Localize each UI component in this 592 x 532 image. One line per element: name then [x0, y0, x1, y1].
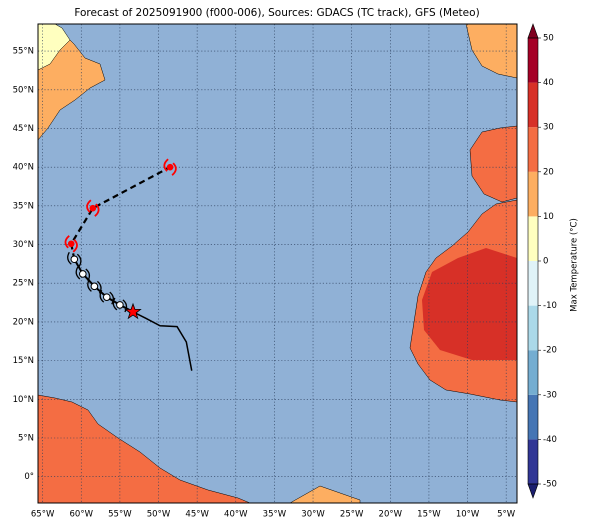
colorbar-under [527, 483, 539, 499]
storm-symbol [163, 158, 177, 176]
map-title: Forecast of 2025091900 (f000-006), Sourc… [74, 7, 479, 19]
lon-tick-label: 40°W [224, 510, 248, 520]
lon-tick-label: 10°W [456, 510, 480, 520]
forecast-point [67, 240, 75, 248]
forecast-point [116, 301, 124, 309]
colorbar-tick-label: 50 [543, 34, 554, 44]
colorbar-tick-label: 10 [543, 212, 554, 222]
colorbar-tick-label: -20 [543, 346, 557, 356]
lon-tick-label: 25°W [340, 510, 364, 520]
lat-tick-label: 45°N [13, 124, 34, 134]
forecast-point [166, 163, 174, 171]
storm-symbol [75, 266, 91, 282]
lat-tick-label: 25°N [13, 279, 34, 289]
storm-symbol [67, 251, 82, 267]
lat-tick-label: 0° [24, 472, 34, 482]
lat-tick-label: 20°N [13, 317, 34, 327]
lat-tick-label: 35°N [13, 201, 34, 211]
colorbar-label: Max Temperature (°C) [570, 218, 580, 312]
colorbar-band [528, 439, 538, 484]
lon-tick-label: 50°W [147, 510, 171, 520]
colorbar-band [528, 127, 538, 172]
lon-tick-label: 60°W [70, 510, 94, 520]
track-line [70, 166, 171, 260]
storm-symbol [99, 289, 115, 305]
lon-tick-label: 45°W [185, 510, 209, 520]
colorbar-tick-label: 40 [543, 78, 554, 88]
forecast-point [90, 282, 99, 291]
colorbar-tick-label: 20 [543, 167, 554, 177]
lon-tick-label: 65°W [31, 510, 55, 520]
lat-tick-label: 30°N [13, 240, 34, 250]
forecast-point [70, 255, 79, 264]
lon-tick-label: 5°W [497, 510, 516, 520]
colorbar-band [528, 305, 538, 351]
colorbar-tick-label: -30 [543, 390, 557, 400]
forecast-point [89, 204, 97, 212]
colorbar-band [528, 82, 538, 128]
lon-tick-label: 55°W [108, 510, 132, 520]
map-frame [37, 23, 518, 504]
forecast-point [79, 270, 87, 278]
colorbar-band [528, 261, 538, 306]
colorbar-band [528, 171, 538, 217]
colorbar-tick-label: 30 [543, 123, 554, 133]
lat-tick-label: 5°N [18, 433, 34, 443]
storm-symbol [112, 297, 128, 313]
land [38, 24, 517, 503]
storm-symbol [64, 235, 78, 253]
lat-tick-label: 40°N [13, 163, 34, 173]
track-line [132, 311, 193, 371]
colorbar-tick-label: 0 [543, 257, 548, 267]
storm-symbol [87, 279, 102, 294]
lon-tick-label: 30°W [301, 510, 325, 520]
lat-tick-label: 10°N [13, 395, 34, 405]
lon-tick-label: 35°W [263, 510, 287, 520]
lat-tick-label: 55°N [13, 47, 34, 57]
current-position [124, 302, 142, 320]
colorbar-band [528, 394, 538, 440]
lat-tick-label: 50°N [13, 85, 34, 95]
colorbar-tick-label: -40 [543, 435, 557, 445]
colorbar-tick-label: -10 [543, 301, 557, 311]
colorbar-band [528, 350, 538, 395]
colorbar-band [528, 216, 538, 261]
forecast-point [102, 293, 111, 301]
lon-tick-label: 15°W [417, 510, 441, 520]
lat-tick-label: 15°N [13, 356, 34, 366]
colorbar-tick-label: -50 [543, 480, 557, 490]
colorbar-over [527, 23, 539, 39]
storm-symbol [86, 199, 100, 217]
lon-tick-label: 20°W [379, 510, 403, 520]
colorbar-band [528, 38, 538, 83]
